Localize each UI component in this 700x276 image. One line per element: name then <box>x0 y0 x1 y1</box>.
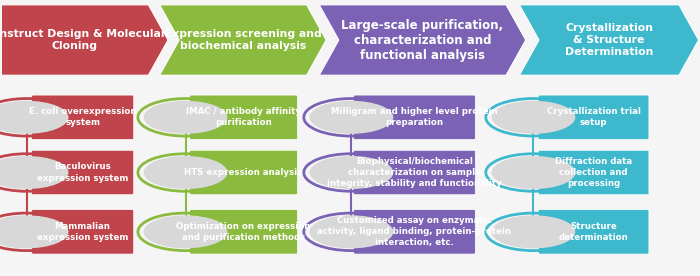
Text: HTS expression analysis: HTS expression analysis <box>185 168 302 177</box>
Text: Expression screening and
biochemical analysis: Expression screening and biochemical ana… <box>164 29 321 51</box>
Text: Large-scale purification,
characterization and
functional analysis: Large-scale purification, characterizati… <box>342 18 503 62</box>
FancyBboxPatch shape <box>538 95 649 140</box>
Circle shape <box>144 156 228 189</box>
FancyBboxPatch shape <box>538 150 649 195</box>
Text: Crystallization
& Structure
Determination: Crystallization & Structure Determinatio… <box>565 23 653 57</box>
Circle shape <box>144 101 228 134</box>
Text: Baculovirus
expression system: Baculovirus expression system <box>37 163 128 182</box>
Circle shape <box>0 215 69 248</box>
Polygon shape <box>519 5 699 75</box>
FancyBboxPatch shape <box>354 210 475 254</box>
Circle shape <box>309 101 393 134</box>
Circle shape <box>309 156 393 189</box>
Text: E. coli overexpression
system: E. coli overexpression system <box>29 107 136 127</box>
FancyBboxPatch shape <box>354 95 475 140</box>
Text: Mammalian
expression system: Mammalian expression system <box>37 222 128 242</box>
Circle shape <box>491 156 575 189</box>
Text: Milligram and higher level protein
preparation: Milligram and higher level protein prepa… <box>331 107 498 127</box>
Polygon shape <box>319 5 526 75</box>
FancyBboxPatch shape <box>190 150 298 195</box>
Circle shape <box>491 101 575 134</box>
Text: IMAC / antibody affinity
purification: IMAC / antibody affinity purification <box>186 107 301 127</box>
Circle shape <box>144 215 228 248</box>
Text: Construct Design & Molecular
Cloning: Construct Design & Molecular Cloning <box>0 29 166 51</box>
FancyBboxPatch shape <box>32 150 134 195</box>
FancyBboxPatch shape <box>354 150 475 195</box>
Polygon shape <box>1 5 168 75</box>
Text: Biophysical/biochemical
characterization on sample
integrity, stability and func: Biophysical/biochemical characterization… <box>327 157 502 188</box>
FancyBboxPatch shape <box>538 210 649 254</box>
Circle shape <box>0 156 69 189</box>
Text: Customized assay on enzymatic
activity, ligand binding, protein-protein
interact: Customized assay on enzymatic activity, … <box>317 216 512 248</box>
Text: Diffraction data
collection and
processing: Diffraction data collection and processi… <box>555 157 632 188</box>
Circle shape <box>0 101 69 134</box>
FancyBboxPatch shape <box>32 95 134 140</box>
Text: Structure
determination: Structure determination <box>559 222 629 242</box>
Text: Crystallization trial
setup: Crystallization trial setup <box>547 107 640 127</box>
Text: Optimization on expression
and purification methods: Optimization on expression and purificat… <box>176 222 311 242</box>
Circle shape <box>309 215 393 248</box>
Circle shape <box>491 215 575 248</box>
Polygon shape <box>160 5 326 75</box>
FancyBboxPatch shape <box>190 95 298 140</box>
FancyBboxPatch shape <box>32 210 134 254</box>
FancyBboxPatch shape <box>190 210 298 254</box>
